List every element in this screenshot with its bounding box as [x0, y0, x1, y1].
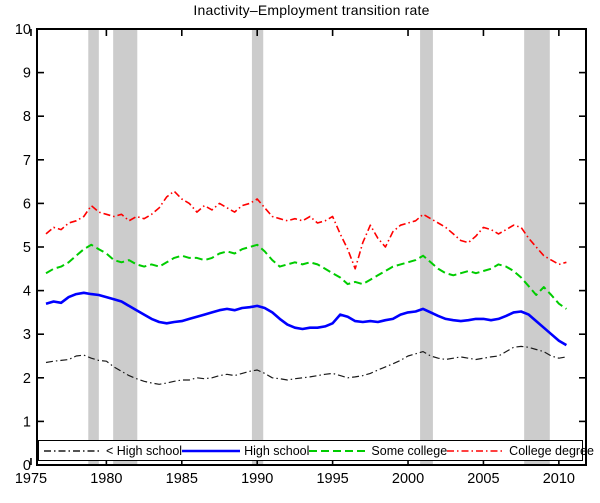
- x-axis-tick-label: 1995: [316, 471, 348, 487]
- legend-item: High school: [182, 444, 309, 458]
- y-axis-tick-label: 3: [23, 327, 31, 343]
- legend-label: < High school: [106, 443, 183, 458]
- y-axis-tick-label: 5: [23, 240, 31, 256]
- y-axis-tick-label: 2: [23, 371, 31, 387]
- x-axis-tick-label: 2010: [543, 471, 575, 487]
- y-axis-tick-label: 7: [23, 153, 31, 169]
- y-axis-tick-label: 9: [23, 66, 31, 82]
- y-axis-tick-label: 6: [23, 196, 31, 212]
- x-axis-tick-label: 1980: [90, 471, 122, 487]
- x-axis-tick-label: 1975: [15, 471, 47, 487]
- x-axis-tick-label: 2000: [392, 471, 424, 487]
- legend-label: High school: [244, 443, 310, 458]
- legend: < High school High school Some college C…: [38, 440, 594, 461]
- legend-line-lt-high-school-icon: [44, 449, 102, 452]
- legend-item: < High school: [44, 444, 182, 458]
- y-axis-tick-label: 0: [23, 458, 31, 474]
- y-axis-tick-label: 10: [15, 22, 31, 38]
- series-line-college-degree: [45, 190, 567, 270]
- series-line-some-college: [45, 243, 567, 310]
- legend-label: Some college: [371, 443, 448, 458]
- series-line--high-school: [45, 345, 567, 385]
- legend-line-college-degree-icon: [447, 449, 506, 452]
- legend-label: College degree: [509, 443, 594, 458]
- legend-item: College degree: [447, 444, 594, 458]
- recession-band: [251, 29, 264, 465]
- x-axis-tick-label: 2005: [467, 471, 499, 487]
- recession-band: [88, 29, 99, 465]
- chart-title: Inactivity–Employment transition rate: [193, 2, 430, 18]
- legend-line-high-school-icon: [182, 449, 241, 452]
- legend-item: Some college: [309, 444, 447, 458]
- recession-band: [420, 29, 433, 465]
- series-line-high-school: [45, 291, 568, 347]
- y-axis-tick-label: 8: [23, 109, 31, 125]
- legend-line-some-college-icon: [309, 449, 368, 452]
- y-axis-tick-label: 4: [23, 284, 31, 300]
- recession-band: [113, 29, 138, 465]
- x-axis-tick-label: 1985: [166, 471, 198, 487]
- y-axis-tick-label: 1: [23, 414, 31, 430]
- x-axis-tick-label: 1990: [241, 471, 273, 487]
